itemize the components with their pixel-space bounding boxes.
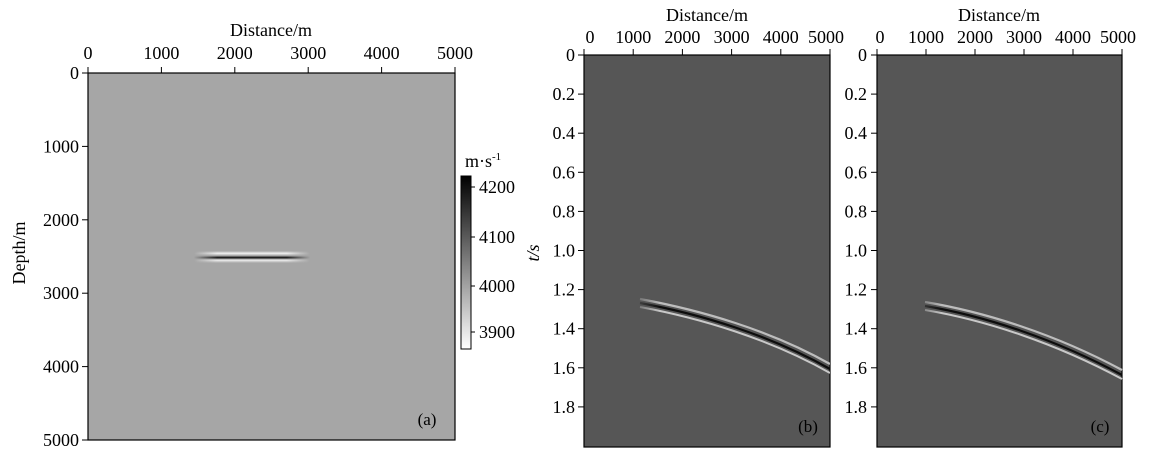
panel-c-ytick: 1.0 — [845, 241, 868, 261]
panel-b-ytick: 1.8 — [553, 397, 576, 417]
reflection-event-light — [639, 297, 831, 365]
panel-a-ytick: 1000 — [43, 136, 79, 156]
panel-a-ytick: 0 — [70, 63, 79, 83]
panel-a-xtick: 3000 — [290, 43, 326, 63]
panel-c-ytick: 1.6 — [845, 358, 868, 378]
colorbar-tick-label: 4200 — [479, 177, 515, 197]
panel-c-xtick: 3000 — [1006, 27, 1042, 47]
panel-c-ytick: 0.4 — [845, 123, 868, 143]
panel-a-xtick: 2000 — [217, 43, 253, 63]
colorbar-unit: m·s-1 — [465, 151, 501, 171]
panel-b-letter: (b) — [798, 417, 818, 436]
panel-a-y-ticks — [82, 72, 88, 441]
panel-b-ytick: 0 — [566, 45, 575, 65]
colorbar-gradient — [460, 175, 472, 350]
panel-b-xlabel: Distance/m — [666, 5, 748, 25]
colorbar-tick-label: 4100 — [479, 227, 515, 247]
panel-b-ytick: 0.2 — [553, 84, 576, 104]
panel-a-x-ticks — [87, 67, 456, 73]
panel-b-y-ticks — [578, 54, 584, 408]
panel-c-xtick: 1000 — [908, 27, 944, 47]
panel-a-ytick: 3000 — [43, 283, 79, 303]
panel-c-y-ticks — [871, 54, 877, 408]
panel-a-letter: (a) — [418, 410, 437, 429]
panel-b-xtick: 3000 — [714, 27, 750, 47]
colorbar-tick-label: 4000 — [479, 276, 515, 296]
panel-a: 0 1000 2000 3000 4000 5000 Distance/m 0 … — [9, 20, 473, 450]
panel-c-ytick: 0.2 — [845, 84, 868, 104]
panel-b-ytick: 1.6 — [553, 358, 576, 378]
panel-a-ytick: 4000 — [43, 357, 79, 377]
panel-c-xtick: 4000 — [1055, 27, 1091, 47]
panel-b: 0 1000 2000 3000 4000 5000 Distance/m 0 … — [523, 5, 844, 448]
panel-c: 0 1000 2000 3000 4000 5000 Distance/m 0 … — [845, 5, 1136, 448]
panel-a-ytick: 2000 — [43, 210, 79, 230]
panel-b-ytick: 1.4 — [553, 319, 576, 339]
panel-c-letter: (c) — [1091, 417, 1110, 436]
panel-c-ytick: 0.6 — [845, 162, 868, 182]
panel-b-event — [639, 297, 831, 374]
panel-b-ytick: 0.6 — [553, 162, 576, 182]
panel-b-xtick: 1000 — [615, 27, 651, 47]
reflection-event-light2 — [639, 306, 831, 374]
reflection-event-light2 — [924, 309, 1123, 380]
panel-b-x-ticks — [583, 49, 831, 55]
panel-a-ytick: 5000 — [43, 430, 79, 450]
panel-a-xlabel: Distance/m — [230, 20, 312, 40]
panel-c-ytick: 0.8 — [845, 201, 868, 221]
panel-c-xtick: 5000 — [1100, 27, 1136, 47]
panel-b-ytick: 0.8 — [553, 201, 576, 221]
panel-b-ytick: 1.2 — [553, 280, 576, 300]
panel-c-ytick: 1.2 — [845, 280, 868, 300]
panel-b-ytick: 0.4 — [553, 123, 576, 143]
panel-b-xtick: 5000 — [808, 27, 844, 47]
panel-c-plot-area — [876, 54, 1123, 448]
panel-c-xtick: 0 — [876, 27, 885, 47]
panel-c-ytick: 1.4 — [845, 319, 868, 339]
panel-c-x-ticks — [876, 49, 1123, 55]
reflection-event-dark — [639, 301, 831, 370]
panel-a-anomaly — [194, 251, 310, 263]
velocity-anomaly — [194, 251, 310, 263]
panel-b-ytick: 1.0 — [553, 241, 576, 261]
colorbar: m·s-1 4200 4100 4000 3900 — [460, 151, 515, 350]
panel-a-ylabel: Depth/m — [9, 222, 29, 285]
panel-b-xtick: 2000 — [664, 27, 700, 47]
panel-a-xtick: 4000 — [364, 43, 400, 63]
colorbar-tick-label: 3900 — [479, 322, 515, 342]
panel-b-xtick: 4000 — [763, 27, 799, 47]
panel-c-xtick: 2000 — [957, 27, 993, 47]
panel-c-ytick: 1.8 — [845, 397, 868, 417]
panel-b-plot-area — [583, 54, 831, 448]
panel-c-ytick: 0 — [858, 45, 867, 65]
reflection-event-light — [924, 300, 1123, 371]
panel-b-ylabel: t/s — [523, 244, 543, 261]
reflection-event-dark — [924, 304, 1123, 376]
panel-c-xlabel: Distance/m — [958, 5, 1040, 25]
colorbar-ticks — [471, 186, 475, 333]
panel-a-xtick: 0 — [84, 43, 93, 63]
panel-b-xtick: 0 — [586, 27, 595, 47]
panel-a-xtick: 1000 — [143, 43, 179, 63]
panel-c-event — [924, 300, 1123, 380]
panel-a-xtick: 5000 — [437, 43, 473, 63]
